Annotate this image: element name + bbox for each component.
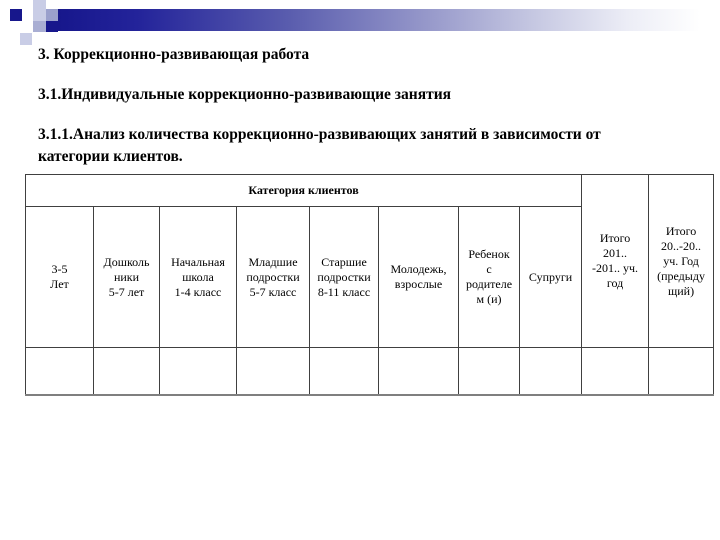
decor-square-medium-right bbox=[46, 9, 58, 21]
title-block: 3. Коррекционно-развивающая работа 3.1.И… bbox=[38, 44, 702, 186]
subsection-title: 3.1.Индивидуальные коррекционно-развиваю… bbox=[38, 86, 452, 103]
decor-square-light-top bbox=[33, 0, 46, 9]
empty-cell bbox=[159, 347, 237, 396]
empty-cell bbox=[93, 347, 160, 396]
empty-cell bbox=[648, 347, 715, 396]
empty-cell bbox=[581, 347, 650, 396]
decor-square-dark-left bbox=[10, 9, 22, 21]
total-current-year-cell: Итого 201.. -201.. уч. год bbox=[581, 174, 650, 348]
category-younger-teens: Младшие подростки 5-7 класс bbox=[236, 206, 310, 348]
decor-square-medium-low bbox=[33, 21, 46, 32]
category-spouses: Супруги bbox=[518, 206, 583, 348]
empty-cell bbox=[236, 347, 310, 396]
empty-cell bbox=[25, 347, 94, 396]
category-child-with-parent: Ребенок с родителе м (и) bbox=[458, 206, 520, 348]
category-age-3-5: 3-5 Лет bbox=[25, 206, 94, 348]
decor-square-dark-low bbox=[46, 21, 58, 32]
clients-table: Категория клиентов Итого 201.. -201.. уч… bbox=[24, 174, 715, 396]
total-previous-year-cell: Итого 20..-20.. уч. Год (предыду щий) bbox=[648, 174, 715, 348]
category-preschool: Дошколь ники 5-7 лет bbox=[93, 206, 160, 348]
empty-cell bbox=[518, 347, 583, 396]
subsubsection-title: 3.1.1.Анализ количества коррекционно-раз… bbox=[38, 126, 601, 165]
decor-square-light-mid bbox=[33, 9, 46, 21]
empty-cell bbox=[378, 347, 459, 396]
category-youth-adults: Молодежь, взрослые bbox=[378, 206, 459, 348]
category-older-teens: Старшие подростки 8-11 класс bbox=[309, 206, 379, 348]
table-header-category: Категория клиентов bbox=[24, 174, 583, 207]
header-gradient-bar bbox=[58, 9, 720, 31]
decor-square-light-bottom bbox=[20, 33, 32, 45]
empty-cell bbox=[458, 347, 520, 396]
empty-cell bbox=[309, 347, 379, 396]
section-title: 3. Коррекционно-развивающая работа bbox=[38, 46, 310, 63]
category-primary-school: Начальная школа 1-4 класс bbox=[159, 206, 237, 348]
